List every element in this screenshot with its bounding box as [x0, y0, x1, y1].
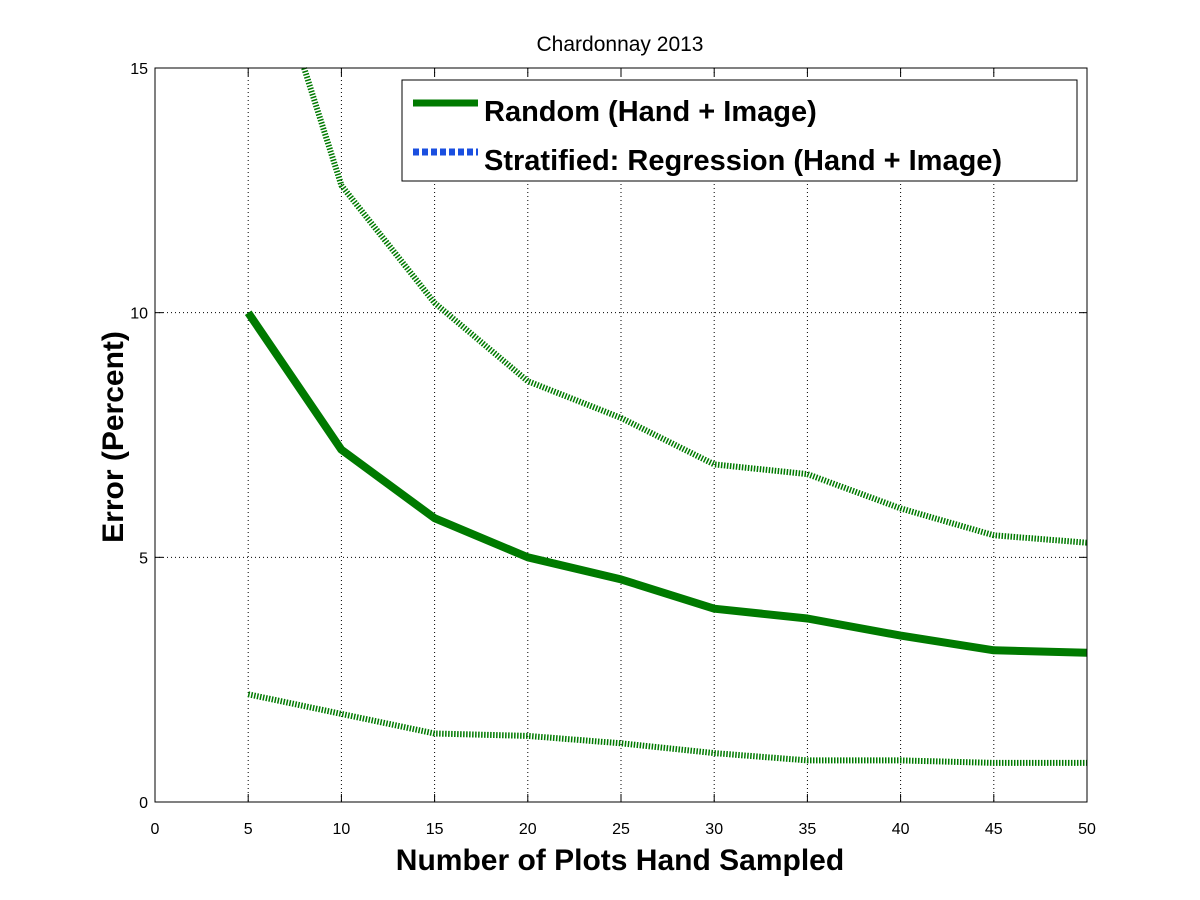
x-tick-label: 50 — [1078, 821, 1096, 838]
series-lines — [244, 67, 1088, 766]
y-tick-label: 10 — [130, 306, 148, 323]
x-tick-label: 25 — [612, 821, 630, 838]
x-tick-label: 5 — [244, 821, 253, 838]
x-tick-label: 15 — [426, 821, 444, 838]
x-tick-label: 45 — [985, 821, 1003, 838]
x-tick-label: 0 — [151, 821, 160, 838]
y-tick-label: 0 — [139, 795, 148, 812]
legend: Random (Hand + Image) Stratified: Regres… — [401, 79, 1078, 182]
chart-title: Chardonnay 2013 — [537, 33, 704, 56]
x-tick-label: 35 — [799, 821, 817, 838]
axis-ticks — [154, 67, 1088, 803]
x-tick-label: 10 — [333, 821, 351, 838]
y-tick-label: 5 — [139, 550, 148, 567]
x-axis-label: Number of Plots Hand Sampled — [396, 844, 844, 877]
x-tick-label: 40 — [892, 821, 910, 838]
y-tick-label: 15 — [130, 61, 148, 78]
legend-label-random: Random (Hand + Image) — [484, 96, 817, 128]
x-tick-label: 30 — [705, 821, 723, 838]
legend-label-stratified-regression: Stratified: Regression (Hand + Image) — [484, 145, 1002, 177]
y-axis-label: Error (Percent) — [97, 331, 130, 543]
series-line-3 — [247, 691, 1087, 766]
grid — [155, 68, 1087, 802]
series-line-2 — [301, 67, 1088, 546]
legend-box — [401, 79, 1078, 182]
x-tick-label: 20 — [519, 821, 537, 838]
series-line-0 — [244, 310, 1088, 657]
tick-labels: 0 5 10 15 20 25 30 35 40 45 50 0 5 10 15 — [130, 61, 1096, 838]
